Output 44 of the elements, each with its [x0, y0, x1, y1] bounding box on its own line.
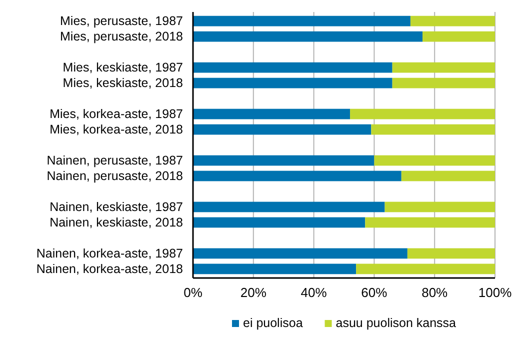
- bar: [193, 124, 372, 135]
- bar: [365, 217, 495, 228]
- x-tick-label: 40%: [300, 285, 328, 300]
- bar: [193, 248, 408, 259]
- bar: [401, 170, 495, 182]
- bar: [384, 202, 495, 212]
- y-tick-label: Nainen, perusaste, 1987: [46, 153, 184, 168]
- y-tick-label: Nainen, perusaste, 2018: [46, 168, 184, 183]
- bar: [350, 108, 495, 120]
- bar: [193, 217, 366, 228]
- bar: [193, 31, 423, 42]
- bar: [193, 264, 356, 274]
- legend-label: ei puolisoa: [243, 316, 303, 330]
- bar: [374, 155, 495, 166]
- x-tick-label: 20%: [240, 285, 267, 300]
- bar: [193, 155, 374, 166]
- bar: [193, 170, 402, 182]
- bar: [193, 62, 392, 73]
- bar: [193, 202, 385, 212]
- x-tick-label: 80%: [422, 285, 448, 300]
- bar: [356, 264, 495, 274]
- y-tick-label: Mies, korkea-aste, 2018: [50, 122, 184, 137]
- y-tick-label: Nainen, korkea-aste, 1987: [36, 246, 184, 260]
- x-tick-label: 100%: [478, 285, 512, 300]
- y-tick-label: Nainen, korkea-aste, 2018: [36, 262, 184, 276]
- bar: [392, 78, 495, 88]
- y-tick-label: Nainen, keskiaste, 2018: [50, 215, 184, 230]
- bar: [422, 31, 495, 42]
- bar: [410, 16, 495, 26]
- y-tick-label: Nainen, keskiaste, 1987: [50, 200, 184, 214]
- bar: [371, 124, 495, 135]
- bar: [392, 62, 495, 73]
- x-tick-label: 60%: [361, 285, 388, 300]
- bar: [193, 78, 392, 88]
- x-tick-label: 0%: [184, 285, 203, 300]
- bar: [193, 108, 350, 120]
- legend-label: asuu puolison kanssa: [336, 316, 456, 330]
- y-tick-label: Mies, keskiaste, 2018: [62, 76, 184, 90]
- bar: [193, 16, 410, 26]
- y-tick-label: Mies, keskiaste, 1987: [62, 60, 184, 75]
- y-tick-label: Mies, korkea-aste, 1987: [50, 107, 184, 122]
- y-tick-label: Mies, perusaste, 2018: [60, 30, 184, 44]
- bar: [407, 248, 495, 259]
- y-tick-label: Mies, perusaste, 1987: [60, 14, 184, 28]
